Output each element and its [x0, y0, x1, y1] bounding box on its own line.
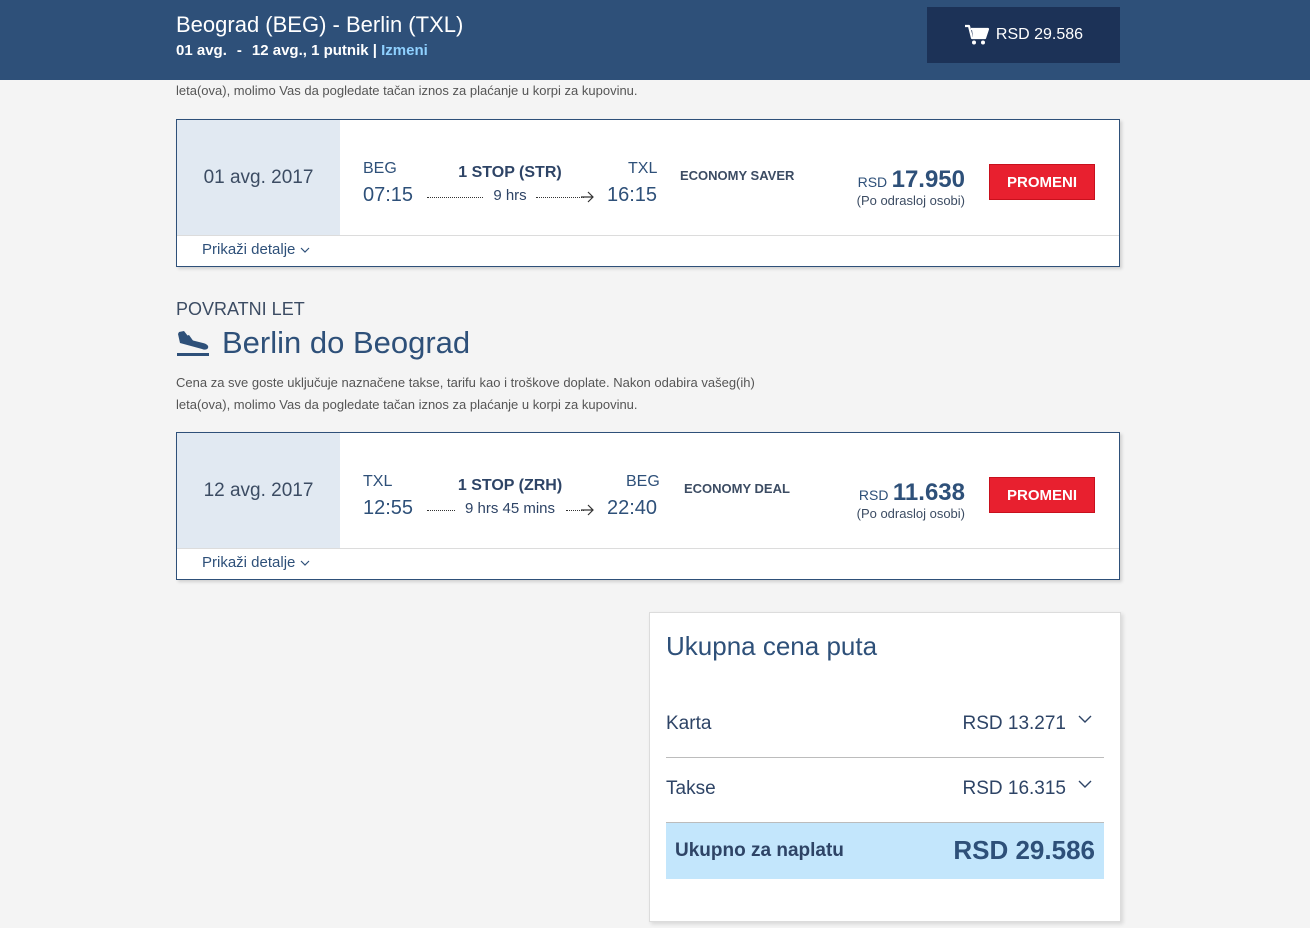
trip-total-panel: Ukupna cena puta Karta RSD 13.271 Takse …	[649, 612, 1121, 922]
taxes-breakdown-row[interactable]: Takse RSD 16.315	[666, 758, 1104, 823]
arrival-code: BEG	[626, 473, 660, 490]
flight-date: 01 avg. 2017	[177, 120, 340, 235]
plane-landing-icon	[177, 331, 209, 356]
price-currency: RSD	[858, 487, 889, 503]
arrival-time: 22:40	[607, 497, 658, 519]
show-details-label: Prikaži detalje	[202, 554, 296, 571]
breakdown-value: RSD 16.315	[962, 778, 1066, 799]
return-note-line-1: Cena za sve goste uključuje naznačene ta…	[176, 375, 755, 390]
total-due-row: Ukupno za naplatu RSD 29.586	[666, 823, 1104, 879]
chevron-down-icon	[1078, 780, 1092, 788]
return-section-label: POVRATNI LET	[176, 299, 305, 319]
cart-button[interactable]: RSD 29.586	[927, 7, 1120, 63]
per-person-note: (Po odrasloj osobi)	[856, 506, 965, 521]
return-title-text: Berlin do Beograd	[222, 325, 471, 360]
flight-duration: 9 hrs	[493, 187, 527, 204]
breakdown-value: RSD 13.271	[962, 713, 1066, 734]
return-flight-card: 12 avg. 2017 TXL 12:55 1 STOP (ZRH) 9 hr…	[176, 432, 1120, 580]
arrival-code: TXL	[628, 160, 658, 177]
route-line	[566, 510, 584, 511]
outbound-date: 01 avg.	[176, 42, 227, 59]
flight-date: 12 avg. 2017	[177, 433, 340, 548]
arrow-right-icon	[581, 191, 594, 203]
breakdown-label: Takse	[666, 778, 716, 799]
arrow-right-icon	[581, 504, 594, 516]
card-divider	[177, 235, 1119, 236]
chevron-down-icon	[300, 560, 309, 566]
flight-price: RSD 11.638	[859, 479, 965, 507]
show-details-label: Prikaži detalje	[202, 241, 296, 258]
flight-price: RSD 17.950	[858, 166, 965, 194]
cart-total: RSD 29.586	[995, 26, 1084, 43]
edit-link[interactable]: Izmeni	[381, 42, 428, 59]
total-due-value: RSD 29.586	[953, 835, 1095, 865]
stop-info: 1 STOP (ZRH)	[457, 477, 563, 494]
fare-breakdown-row[interactable]: Karta RSD 13.271	[666, 693, 1104, 758]
per-person-note: (Po odrasloj osobi)	[856, 193, 965, 208]
return-section-title: Berlin do Beograd	[176, 325, 470, 361]
fare-type: ECONOMY DEAL	[684, 481, 790, 496]
change-flight-button[interactable]: PROMENI	[989, 164, 1095, 200]
chevron-down-icon	[300, 247, 309, 253]
outbound-flight-card: 01 avg. 2017 BEG 07:15 1 STOP (STR) 9 hr…	[176, 119, 1120, 267]
total-due-label: Ukupno za naplatu	[675, 840, 844, 861]
route-title: Beograd (BEG) - Berlin (TXL)	[176, 12, 464, 37]
route-line	[427, 510, 455, 511]
route-line	[427, 197, 483, 198]
outbound-note: leta(ova), molimo Vas da pogledate tačan…	[176, 83, 638, 98]
show-details-link[interactable]: Prikaži detalje	[202, 241, 310, 258]
departure-time: 12:55	[363, 497, 414, 519]
date-separator: -	[236, 42, 242, 59]
trip-subtitle: 01 avg. -12 avg., 1 putnik | Izmeni	[176, 42, 428, 59]
price-amount: 11.638	[892, 479, 965, 506]
fare-type: ECONOMY SAVER	[680, 168, 795, 183]
departure-code: BEG	[363, 160, 397, 177]
stop-info: 1 STOP (STR)	[458, 164, 562, 181]
change-flight-button[interactable]: PROMENI	[989, 477, 1095, 513]
return-note: Cena za sve goste uključuje naznačene ta…	[176, 372, 856, 416]
shopping-cart-icon	[964, 24, 990, 45]
show-details-link[interactable]: Prikaži detalje	[202, 554, 310, 571]
flight-duration: 9 hrs 45 mins	[464, 500, 556, 517]
arrival-time: 16:15	[607, 184, 658, 206]
route-line	[536, 197, 584, 198]
return-date-passengers: 12 avg., 1 putnik |	[251, 42, 377, 59]
top-bar: Beograd (BEG) - Berlin (TXL) 01 avg. -12 …	[0, 0, 1310, 80]
total-panel-title: Ukupna cena puta	[666, 631, 878, 661]
return-note-line-2: leta(ova), molimo Vas da pogledate tačan…	[176, 397, 638, 412]
chevron-down-icon	[1078, 715, 1092, 723]
price-currency: RSD	[857, 174, 888, 190]
breakdown-label: Karta	[666, 713, 712, 734]
departure-time: 07:15	[363, 184, 414, 206]
departure-code: TXL	[363, 473, 393, 490]
price-amount: 17.950	[891, 166, 965, 193]
card-divider	[177, 548, 1119, 549]
